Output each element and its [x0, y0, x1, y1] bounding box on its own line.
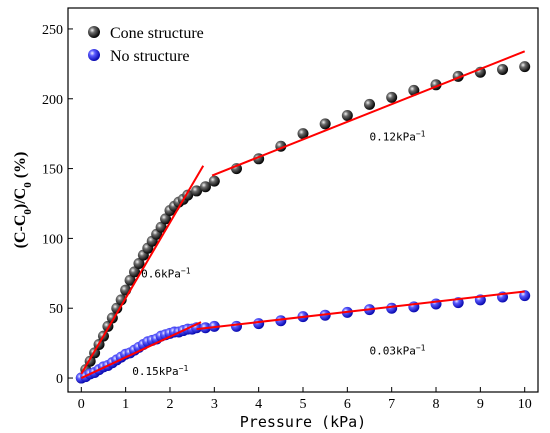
fit-line — [211, 50, 526, 177]
x-tick-label: 2 — [166, 397, 173, 412]
data-point — [160, 213, 172, 225]
y-axis-label: (C-C0)/C0 (%) — [12, 152, 34, 249]
y-tick-label: 250 — [42, 23, 63, 38]
legend: Cone structure No structure — [88, 25, 204, 65]
x-tick-label: 5 — [300, 397, 307, 412]
data-point — [253, 318, 265, 330]
data-point — [275, 315, 287, 327]
data-point — [199, 181, 211, 193]
data-point — [430, 298, 442, 310]
y-axis-ticks: 0 50 100 150 200 250 — [42, 23, 73, 387]
data-point — [341, 110, 353, 122]
data-point — [364, 98, 376, 110]
slope-annotations: 0.6kPa−1 0.12kPa−1 0.15kPa−1 0.03kPa−1 — [132, 129, 425, 378]
y-tick-label: 100 — [42, 232, 63, 247]
x-axis-label: Pressure (kPa) — [240, 413, 366, 431]
fit-line — [196, 290, 525, 331]
slope-annotation: 0.15kPa−1 — [132, 364, 188, 379]
data-point — [155, 221, 167, 233]
data-point — [519, 61, 531, 73]
data-point — [208, 175, 220, 187]
x-tick-label: 3 — [211, 397, 218, 412]
fit-line — [80, 321, 202, 379]
data-point — [386, 91, 398, 103]
legend-label-no-structure: No structure — [110, 48, 190, 65]
x-tick-label: 0 — [78, 397, 85, 412]
fit-lines — [80, 50, 526, 379]
y-tick-label: 200 — [42, 93, 63, 108]
x-tick-label: 8 — [433, 397, 440, 412]
data-point — [297, 128, 309, 140]
slope-annotation: 0.6kPa−1 — [141, 266, 191, 281]
slope-annotation: 0.12kPa−1 — [370, 129, 426, 144]
fit-line — [80, 165, 205, 375]
slope-annotation: 0.03kPa−1 — [370, 343, 426, 358]
legend-marker-no-structure — [88, 49, 100, 61]
data-point — [111, 302, 123, 314]
data-point — [319, 118, 331, 130]
x-tick-label: 1 — [122, 397, 129, 412]
data-point — [386, 302, 398, 314]
y-tick-label: 150 — [42, 163, 63, 178]
data-point — [129, 266, 141, 278]
series-cone-structure — [75, 61, 531, 384]
y-tick-label: 50 — [49, 302, 63, 317]
x-tick-label: 4 — [255, 397, 262, 412]
data-point — [230, 320, 242, 332]
x-axis-ticks: 0 1 2 3 4 5 6 7 8 9 10 — [78, 387, 532, 412]
data-point — [124, 274, 136, 286]
data-point — [519, 290, 531, 302]
data-point — [191, 185, 203, 197]
x-tick-label: 10 — [518, 397, 532, 412]
data-point — [408, 84, 420, 96]
x-tick-label: 9 — [477, 397, 484, 412]
data-point — [497, 63, 509, 75]
data-point — [133, 258, 145, 270]
legend-label-cone-structure: Cone structure — [110, 25, 204, 42]
x-tick-label: 7 — [388, 397, 395, 412]
x-tick-label: 6 — [344, 397, 351, 412]
legend-marker-cone-structure — [88, 26, 100, 38]
plot-frame — [67, 7, 539, 393]
y-tick-label: 0 — [56, 372, 63, 387]
